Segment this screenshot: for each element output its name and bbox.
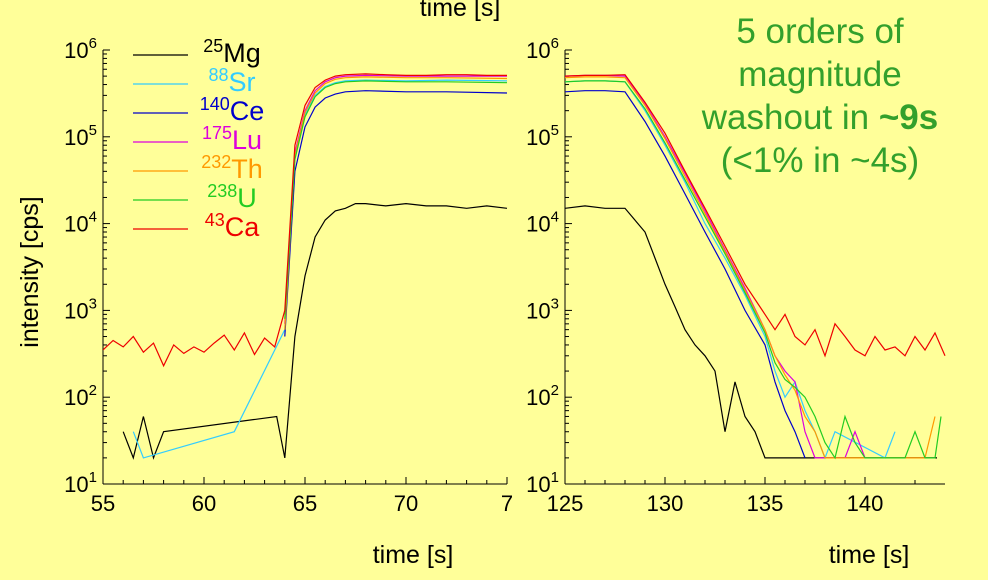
series-line-140Ce: [565, 90, 806, 459]
annotation-line-2: magnitude: [738, 55, 902, 94]
x-axis-label: time [s]: [373, 541, 454, 569]
y-tick-label: 105: [526, 122, 559, 150]
x-tick-label: 130: [647, 491, 684, 516]
y-tick-label: 106: [526, 35, 559, 63]
y-tick-label: 103: [64, 295, 97, 323]
annotation-line-3: washout in ~9s: [660, 96, 980, 139]
series-line-43Ca: [565, 74, 946, 358]
y-tick-label: 105: [64, 122, 97, 150]
y-tick-label: 103: [526, 295, 559, 323]
legend-item-Ce: 140Ce: [133, 94, 264, 126]
y-tick-label: 106: [64, 35, 97, 63]
series-line-140Ce: [284, 90, 508, 337]
legend-item-U: 238U: [133, 181, 257, 213]
legend-item-Mg: 25Mg: [133, 36, 261, 68]
legend-label: 175Lu: [202, 123, 262, 155]
y-tick-label: 104: [64, 209, 97, 237]
annotation-line-4: (<1% in ~4s): [720, 141, 920, 180]
y-tick-label: 102: [526, 382, 559, 410]
legend-label: 88Sr: [208, 65, 255, 97]
legend-label: 25Mg: [203, 36, 261, 68]
series-line-175Lu: [284, 74, 507, 324]
x-tick-label: 60: [192, 491, 216, 516]
x-tick-label: 55: [91, 491, 115, 516]
legend-item-Ca: 43Ca: [133, 210, 260, 242]
series-line-238U: [565, 80, 942, 460]
series-line-43Ca: [103, 73, 507, 368]
y-tick-label: 101: [526, 469, 559, 497]
x-tick-label: 125: [547, 491, 584, 516]
annotation-line-3-prefix: washout in: [701, 98, 879, 137]
x-tick-label: 135: [747, 491, 784, 516]
series-line-232Th: [284, 76, 508, 330]
series-line-238U: [284, 80, 508, 319]
legend-label: 232Th: [201, 152, 263, 184]
legend-label: 43Ca: [205, 210, 261, 242]
x-tick-label: 70: [394, 491, 418, 516]
x-tick-label: 65: [293, 491, 317, 516]
series-line-25Mg: [565, 205, 937, 459]
x-tick-label: 140: [847, 491, 884, 516]
y-tick-label: 102: [64, 382, 97, 410]
annotation-line-1: 5 orders of: [736, 12, 904, 51]
washout-annotation: 5 orders of magnitude washout in ~9s (<1…: [660, 10, 980, 182]
series-line-232Th: [565, 76, 936, 459]
legend-item-Sr: 88Sr: [133, 65, 256, 97]
legend-item-Th: 232Th: [133, 152, 263, 184]
y-axis-label: intensity [cps]: [16, 196, 44, 347]
x-axis-label: time [s]: [829, 541, 910, 569]
x-tick-label: 7: [501, 491, 513, 516]
legend-item-Lu: 175Lu: [133, 123, 262, 155]
y-tick-label: 104: [526, 209, 559, 237]
y-tick-label: 101: [64, 469, 97, 497]
series-line-88Sr: [132, 79, 508, 459]
legend-label: 238U: [207, 181, 257, 213]
top-axis-label: time [s]: [420, 0, 501, 22]
annotation-line-3-bold: ~9s: [878, 98, 939, 137]
series-line-25Mg: [122, 202, 508, 460]
legend-label: 140Ce: [200, 94, 265, 126]
